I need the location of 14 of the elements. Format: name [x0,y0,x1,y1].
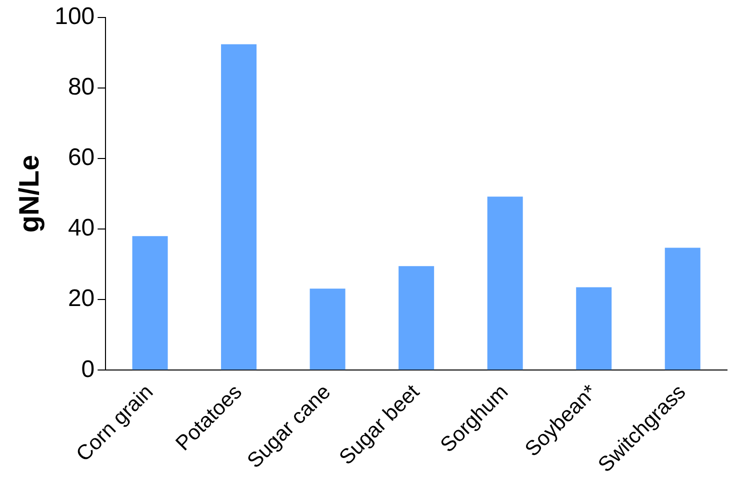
bar [221,44,257,370]
bar [664,248,700,370]
bar [310,288,346,370]
y-tick-label: 80 [68,74,95,101]
y-tick-label: 100 [54,3,95,30]
y-axis-title: gN/Le [14,154,45,233]
bar [487,196,523,370]
bar [398,266,434,370]
bar [576,287,612,370]
bar [132,236,168,370]
y-tick-label: 40 [68,214,95,242]
y-tick-label: 60 [68,144,95,172]
y-tick-label: 0 [81,356,95,383]
y-tick-label: 20 [68,285,95,312]
